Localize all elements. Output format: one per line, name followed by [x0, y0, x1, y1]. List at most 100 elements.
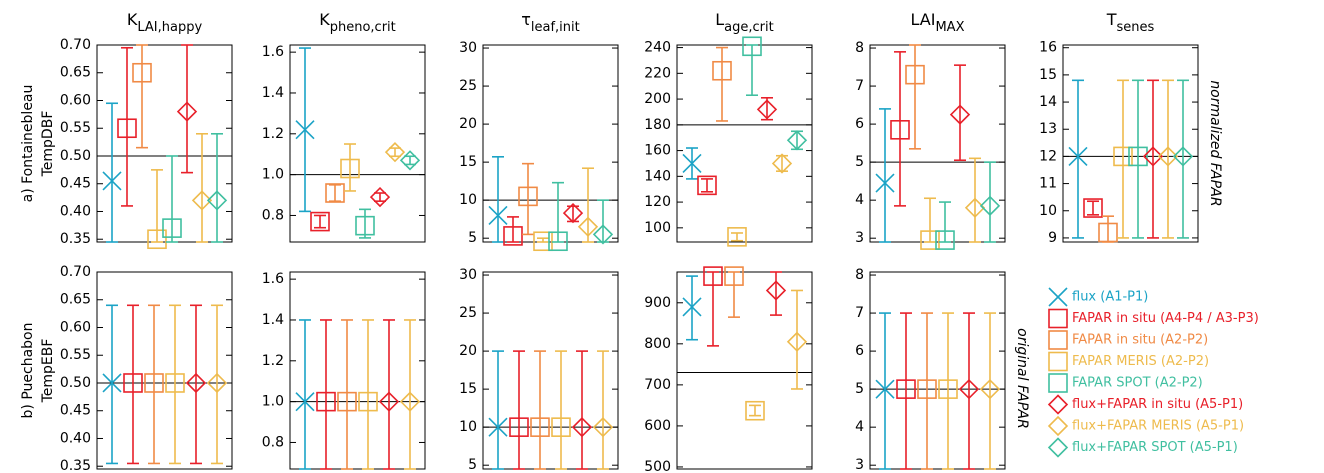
marker-shape	[890, 120, 910, 140]
marker-x	[875, 173, 895, 193]
marker-x	[488, 417, 508, 437]
marker-stroke	[682, 297, 702, 317]
marker-shape	[384, 142, 406, 163]
marker-square	[896, 379, 916, 399]
marker-shape	[503, 226, 523, 246]
y-tick-label: 1.0	[262, 394, 284, 410]
error-bar	[791, 130, 803, 151]
marker-x	[682, 153, 702, 174]
marker-shape	[325, 183, 345, 203]
marker-shape	[206, 190, 228, 211]
y-tick-label: 200	[644, 91, 671, 107]
error-bar	[879, 312, 891, 470]
plot-frame	[676, 271, 813, 470]
marker-square	[1048, 351, 1068, 372]
row-label: a) Fontainebleau	[20, 85, 36, 203]
y-tick-label: 0.55	[60, 347, 91, 363]
error-bar	[492, 156, 504, 243]
marker-shape	[399, 391, 421, 412]
error-bar	[749, 404, 761, 417]
marker-shape	[917, 379, 937, 399]
marker-square	[165, 373, 185, 393]
error-bar	[106, 102, 118, 243]
marker-shape	[399, 150, 421, 171]
y-tick-label: 12	[1039, 148, 1057, 164]
y-tick-label: 10	[459, 419, 477, 435]
marker-square	[1048, 330, 1068, 350]
marker-diamond	[756, 99, 778, 120]
title-subscript: leaf,init	[531, 20, 580, 35]
marker-diamond	[958, 379, 980, 400]
y-tick-label: 1.2	[262, 353, 284, 369]
marker-shape	[577, 216, 599, 237]
marker-shape	[358, 391, 378, 412]
marker-diamond	[765, 280, 787, 301]
marker-shape	[771, 153, 793, 174]
y-tick-label: 140	[644, 168, 671, 184]
marker-diamond	[378, 391, 400, 412]
marker-shape	[571, 417, 593, 438]
y-tick-label: 120	[644, 194, 671, 210]
error-bar	[728, 271, 740, 318]
marker-square	[938, 379, 958, 399]
marker-shape	[369, 186, 391, 208]
marker-shape	[340, 158, 360, 179]
marker-stroke	[102, 373, 122, 393]
y-tick-label: 0.45	[60, 403, 91, 419]
panel-title: LAIMAX	[911, 10, 965, 36]
marker-square	[144, 373, 164, 393]
marker-shape	[562, 202, 584, 224]
row-label: TempDBF	[40, 111, 56, 178]
marker-x	[875, 379, 895, 399]
legend-entry: flux+FAPAR MERIS (A5-P1)	[1047, 415, 1244, 437]
marker-diamond	[206, 190, 228, 211]
plot-frame	[869, 44, 1006, 243]
error-bar	[879, 108, 891, 243]
marker-square	[123, 373, 143, 393]
marker-shape	[165, 373, 185, 393]
y-tick-label: 5	[468, 230, 477, 246]
marker-shape	[896, 379, 916, 399]
y-tick-label: 0.70	[60, 37, 91, 53]
y-tick-label: 1.4	[262, 85, 284, 101]
plot-frame	[869, 271, 1006, 470]
marker-shape	[378, 391, 400, 412]
marker-shape	[117, 118, 137, 139]
marker-shape	[765, 280, 787, 301]
marker-shape	[132, 62, 152, 83]
marker-shape	[551, 417, 571, 437]
marker-diamond	[399, 391, 421, 412]
error-bar	[1087, 200, 1099, 216]
y-tick-label: 4	[855, 419, 864, 435]
error-bar	[894, 51, 906, 207]
y-tick-label: 30	[459, 40, 477, 56]
title-subscript: age,crit	[724, 20, 774, 35]
marker-stroke	[295, 392, 315, 412]
error-bar	[1177, 79, 1189, 239]
title-symbol: K	[127, 10, 138, 29]
marker-x	[1068, 146, 1088, 166]
marker-diamond	[771, 153, 793, 174]
marker-x	[682, 297, 702, 317]
y-tick-label: 0.35	[60, 458, 91, 473]
plot-frame	[1062, 44, 1199, 243]
error-bar	[522, 162, 534, 236]
marker-x	[295, 120, 315, 140]
marker-shape	[712, 60, 732, 81]
marker-square	[935, 230, 955, 250]
error-bar	[537, 237, 549, 243]
error-bar	[196, 132, 208, 243]
error-bar	[984, 161, 996, 243]
y-tick-label: 0.60	[60, 92, 91, 108]
error-bar	[121, 46, 133, 207]
marker-x	[295, 392, 315, 412]
y-tick-label: 14	[1039, 94, 1057, 110]
error-bar	[924, 197, 936, 243]
error-bar	[404, 155, 416, 166]
error-bar	[1072, 79, 1084, 239]
marker-square	[509, 417, 529, 437]
marker-shape	[337, 391, 357, 412]
marker-square	[703, 266, 723, 286]
y-tick-label: 0.55	[60, 120, 91, 136]
marker-square	[745, 400, 765, 421]
